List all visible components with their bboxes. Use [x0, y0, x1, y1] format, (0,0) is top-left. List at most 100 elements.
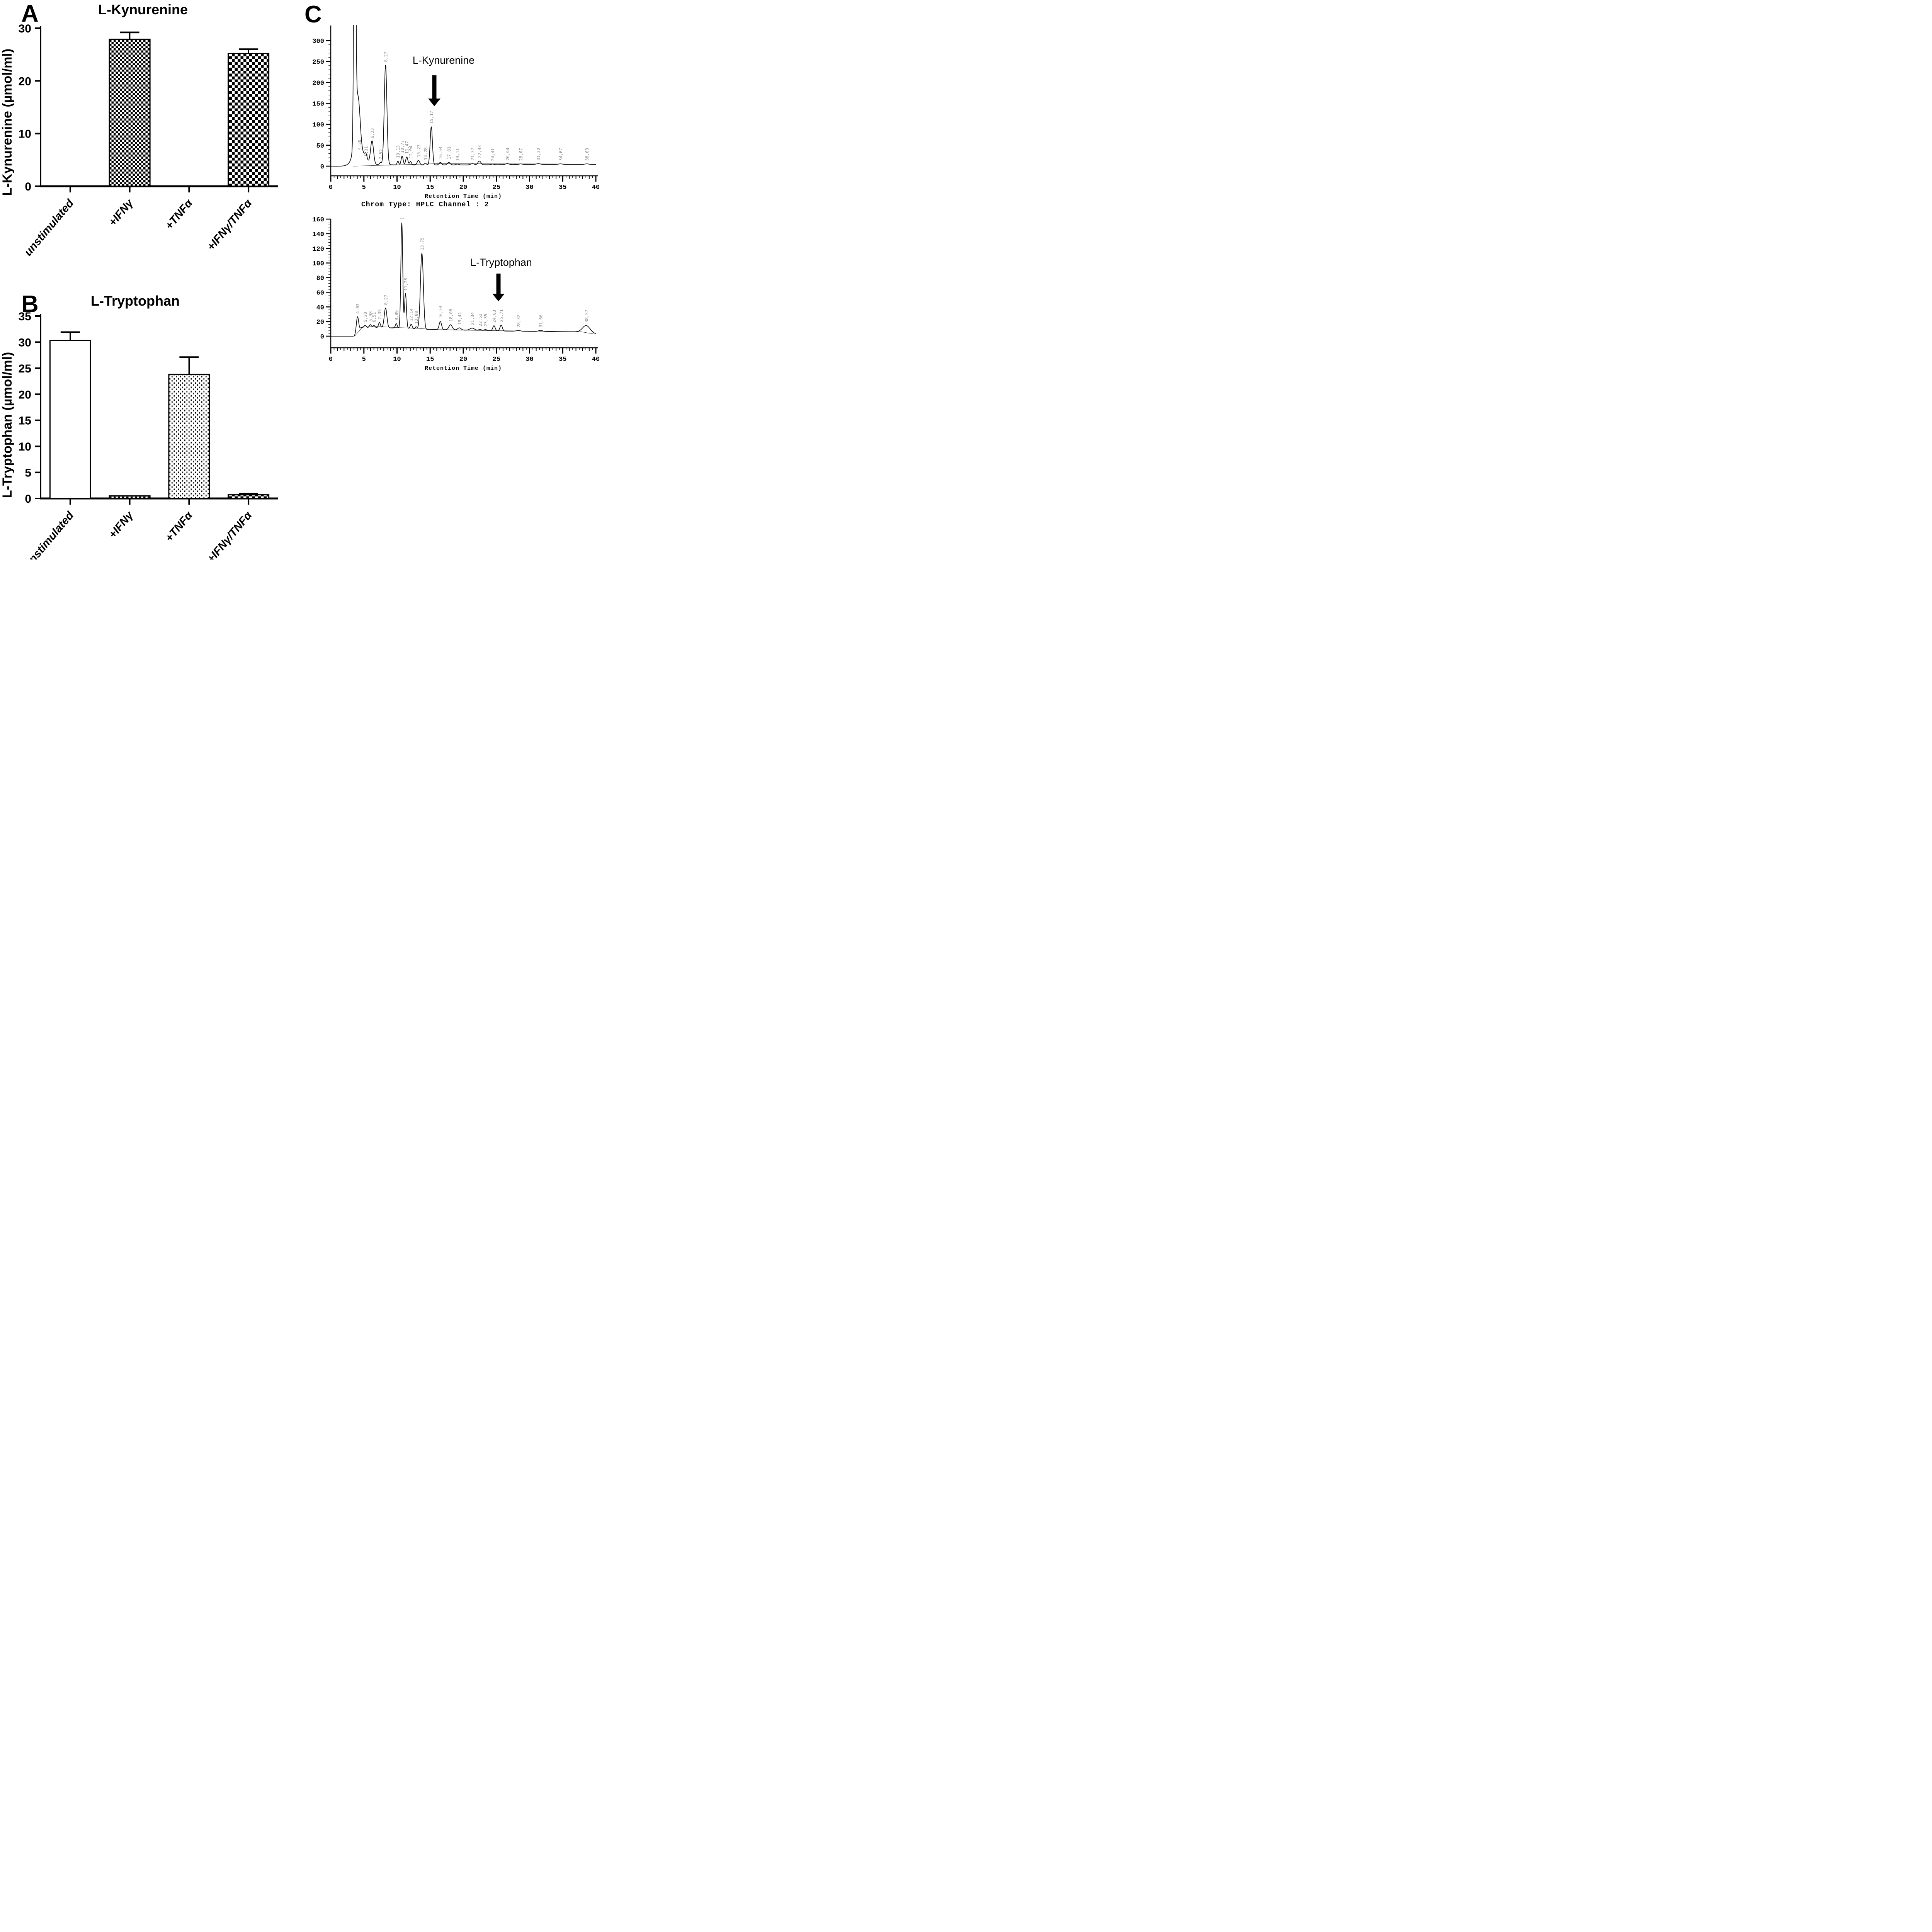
integration-baseline — [353, 163, 596, 167]
peak-label: 6,51 — [372, 312, 377, 323]
category-label: unstimulated — [22, 197, 77, 259]
peak-label: 31,66 — [538, 315, 543, 327]
x-axis-label: Retention Time (min) — [425, 365, 502, 372]
panel-b-title: L-Tryptophan — [91, 293, 180, 309]
y-tick-label: 20 — [19, 388, 31, 401]
x-tick-label: 20 — [459, 184, 467, 191]
peak-label: 6,23 — [370, 128, 375, 139]
category-label: +IFNγ — [106, 196, 136, 228]
peak-label: 26,64 — [505, 148, 510, 160]
y-tick-label: 250 — [312, 59, 324, 66]
peak-label: 12,04 — [408, 146, 413, 158]
annotation-text: L-Tryptophan — [470, 257, 532, 268]
peak-label: 38,63 — [585, 148, 590, 161]
arrow-head-icon — [492, 294, 505, 301]
bar — [49, 340, 91, 499]
bar — [228, 494, 270, 499]
peak-label: 34,67 — [558, 148, 563, 161]
y-tick-label: 0 — [25, 493, 31, 505]
kynurenine-bar-chart-plot: 0 10 20 30 unstimulated +IFNγ +TNFα +IFNγ/TNFα — [19, 22, 278, 259]
panel-b-letter: B — [21, 291, 39, 318]
peak-label: 5,98 — [368, 311, 373, 322]
x-tick-label: 40 — [592, 356, 599, 363]
chrom-type-caption: Chrom Type: HPLC Channel : 2 — [361, 201, 489, 209]
integration-baseline — [354, 326, 594, 337]
peak-label: 14,28 — [423, 147, 428, 160]
peak-label: 11,47 — [405, 141, 410, 154]
annotation-L-Kynurenine: L-Kynurenine — [413, 54, 475, 106]
peak-label: 8,27 — [383, 52, 388, 62]
y-tick-label: 60 — [316, 289, 324, 297]
y-tick-label: 150 — [312, 101, 324, 108]
category-label: +IFNγ/TNFα — [205, 197, 255, 253]
y-tick-label: 200 — [312, 80, 324, 87]
x-tick-label: 25 — [493, 356, 500, 363]
peak-label: 16,54 — [438, 306, 443, 318]
x-tick-label: 0 — [329, 184, 333, 191]
peak-label: 18,08 — [449, 309, 454, 321]
peak-label: 21,34 — [470, 312, 475, 325]
y-tick-label: 140 — [312, 231, 324, 238]
x-tick-label: 10 — [393, 356, 401, 363]
peak-label: 4,30 — [357, 140, 362, 150]
peak-label: 13,23 — [416, 145, 421, 157]
y-tick-label: 15 — [19, 415, 31, 427]
bar — [228, 53, 270, 187]
peak-label: 31,32 — [536, 148, 541, 160]
peak-label: 28,32 — [516, 315, 521, 327]
peak-label: 12,14 — [409, 308, 414, 321]
y-tick-label: 0 — [25, 180, 31, 193]
annotation-text: L-Kynurenine — [413, 54, 475, 66]
y-tick-label: 100 — [312, 260, 324, 268]
arrow-head-icon — [428, 99, 440, 106]
y-tick-label: 100 — [312, 122, 324, 129]
x-tick-label: 5 — [362, 184, 366, 191]
tryptophan-bar-chart: 0 5 10 15 20 25 30 35 unstimulated +IFNγ +TNFα +IFN… — [19, 310, 278, 560]
x-tick-label: 40 — [592, 184, 599, 191]
x-tick-label: 30 — [526, 184, 533, 191]
peak-label: 25,71 — [499, 309, 504, 322]
y-tick-label: 25 — [19, 362, 31, 375]
y-tick-label: 50 — [316, 143, 324, 150]
peak-label: 16,54 — [438, 146, 443, 159]
y-tick-label: 20 — [316, 319, 324, 326]
hplc-channel-1-chromatogram-axes: 0 50 100 150 200 250 300 0 5 10 15 20 25 30 35 40 Retent… — [312, 26, 599, 200]
panel-a-title: L-Kynurenine — [98, 2, 188, 17]
bar — [109, 39, 151, 187]
peak-label: 5,20 — [363, 312, 368, 322]
hplc-channel-2-chromatogram-axes: 0 20 40 60 80 100 120 140 160 0 5 10 15 20 25 30 35 40 Ret… — [312, 216, 599, 372]
peak-label: 10,13 — [396, 145, 401, 158]
chromatogram-trace — [331, 223, 596, 337]
peak-label: 4,03 — [355, 303, 361, 314]
bar — [168, 374, 210, 499]
category-label: +TNFα — [163, 197, 196, 232]
y-tick-label: 10 — [19, 440, 31, 453]
panel-c-letter: C — [304, 1, 322, 28]
peak-label: 28,67 — [519, 148, 524, 161]
x-tick-label: 25 — [493, 184, 500, 191]
peak-label: 19,11 — [455, 148, 460, 161]
peak-label: 24,63 — [492, 310, 497, 323]
peak-label: 19,41 — [457, 312, 462, 325]
x-tick-label: 15 — [426, 184, 434, 191]
tryptophan-bar-chart-plot: 0 5 10 15 20 25 30 35 unstimulated +IFNγ +TNFα +IFN… — [19, 310, 278, 560]
y-tick-label: 120 — [312, 246, 324, 253]
y-tick-label: 10 — [19, 128, 31, 141]
peak-label: 9,89 — [394, 310, 399, 321]
category-label: +IFNγ — [106, 509, 136, 541]
y-tick-label: 0 — [320, 333, 324, 341]
y-tick-label: 300 — [312, 38, 324, 45]
peak-label: 8,27 — [383, 295, 388, 305]
peak-label: 15,17 — [429, 111, 434, 124]
peak-label: 5,31 — [364, 146, 369, 156]
category-label: unstimulated — [22, 509, 77, 560]
x-tick-label: 35 — [559, 356, 566, 363]
peak-label: 12,90 — [414, 311, 419, 324]
y-tick-label: 35 — [19, 310, 31, 323]
x-axis-label: Retention Time (min) — [425, 193, 502, 200]
y-tick-label: 20 — [19, 75, 31, 88]
kynurenine-bar-chart: 0 10 20 30 unstimulated +IFNγ +TNFα +IFNγ/TNFα — [19, 22, 278, 259]
